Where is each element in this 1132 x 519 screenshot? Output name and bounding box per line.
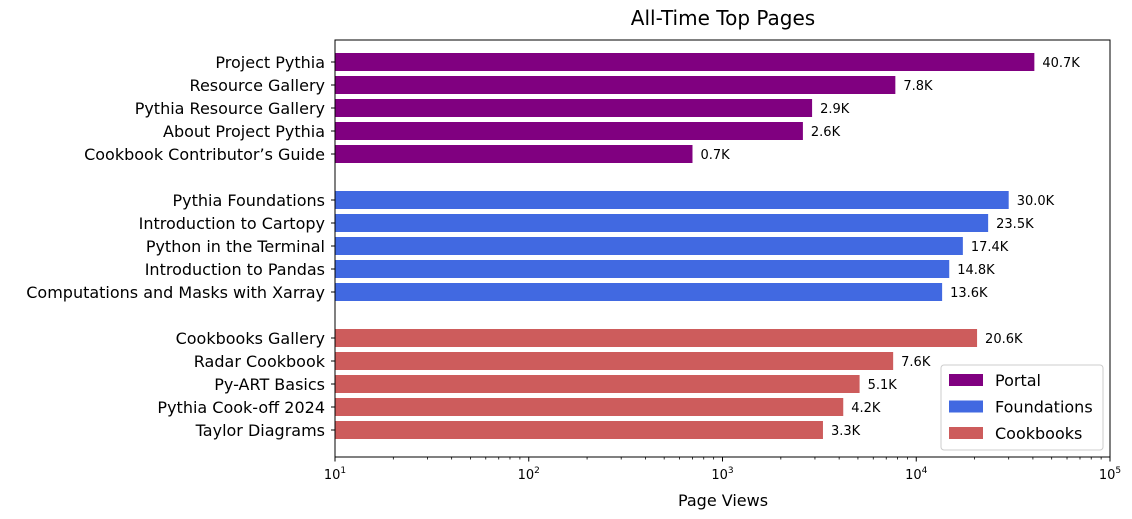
y-tick-label: Cookbooks Gallery (176, 329, 325, 348)
x-tick-label: 105 (1099, 466, 1121, 483)
y-tick-label: Computations and Masks with Xarray (26, 283, 325, 302)
legend-label: Foundations (995, 398, 1093, 417)
value-label: 23.5K (996, 217, 1034, 232)
value-label: 4.2K (851, 401, 881, 416)
bar-0-0 (335, 53, 1035, 71)
legend-label: Cookbooks (995, 424, 1082, 443)
y-tick-label: About Project Pythia (163, 122, 325, 141)
legend-swatch (949, 374, 983, 386)
bar-1-1 (335, 214, 989, 232)
bar-2-1 (335, 352, 894, 370)
value-label: 14.8K (957, 263, 995, 278)
value-labels: 40.7K 7.8K 2.9K 2.6K 0.7K 30.0K 23.5K 17.4K 14.8… (700, 56, 1080, 439)
y-tick-label: Py-ART Basics (214, 375, 325, 394)
value-label: 20.6K (985, 332, 1023, 347)
bar-2-2 (335, 375, 860, 393)
bar-0-3 (335, 122, 803, 140)
plot-frame (334, 39, 1111, 458)
legend: Portal Foundations Cookbooks (940, 364, 1104, 451)
y-tick-label: Introduction to Pandas (145, 260, 325, 279)
y-tick-label: Taylor Diagrams (195, 421, 325, 440)
value-label: 17.4K (971, 240, 1009, 255)
bar-1-0 (335, 191, 1009, 209)
x-tick-label: 103 (711, 466, 733, 483)
bar-2-4 (335, 421, 823, 439)
y-tick-label: Resource Gallery (190, 76, 325, 95)
bar-0-1 (335, 76, 896, 94)
value-label: 0.7K (700, 148, 730, 163)
value-label: 7.8K (903, 79, 933, 94)
bar-0-2 (335, 99, 813, 117)
x-tick-label: 102 (518, 466, 540, 483)
chart-title: All-Time Top Pages (631, 6, 815, 30)
value-label: 3.3K (831, 424, 861, 439)
bar-2-3 (335, 398, 844, 416)
legend-swatch (949, 427, 983, 439)
value-label: 2.9K (820, 102, 850, 117)
bar-0-4 (335, 145, 693, 163)
bars-group (335, 53, 1035, 439)
y-tick-label: Radar Cookbook (194, 352, 326, 371)
legend-label: Portal (995, 371, 1041, 390)
y-tick-label: Pythia Foundations (172, 191, 325, 210)
x-tick-label: 104 (905, 466, 928, 483)
bar-1-3 (335, 260, 950, 278)
y-tick-label: Cookbook Contributor’s Guide (84, 145, 325, 164)
value-label: 5.1K (868, 378, 898, 393)
value-label: 7.6K (901, 355, 931, 370)
legend-swatch (949, 400, 983, 413)
bar-2-0 (335, 329, 978, 347)
y-tick-label: Pythia Resource Gallery (135, 99, 325, 118)
y-tick-label: Project Pythia (215, 53, 325, 72)
y-tick-label: Introduction to Cartopy (139, 214, 325, 233)
value-label: 13.6K (950, 286, 988, 301)
x-ticks: 101 102 103 104 105 (324, 457, 1121, 483)
y-tick-label: Python in the Terminal (146, 237, 325, 256)
bar-1-2 (335, 237, 963, 255)
value-label: 40.7K (1042, 56, 1080, 71)
x-axis-label: Page Views (678, 491, 768, 510)
value-label: 30.0K (1017, 194, 1055, 209)
bar-1-4 (335, 283, 943, 301)
value-label: 2.6K (811, 125, 841, 140)
y-tick-labels: Project Pythia Resource Gallery Pythia Res… (26, 53, 335, 440)
y-tick-label: Pythia Cook-off 2024 (157, 398, 325, 417)
x-tick-label: 101 (324, 466, 346, 483)
